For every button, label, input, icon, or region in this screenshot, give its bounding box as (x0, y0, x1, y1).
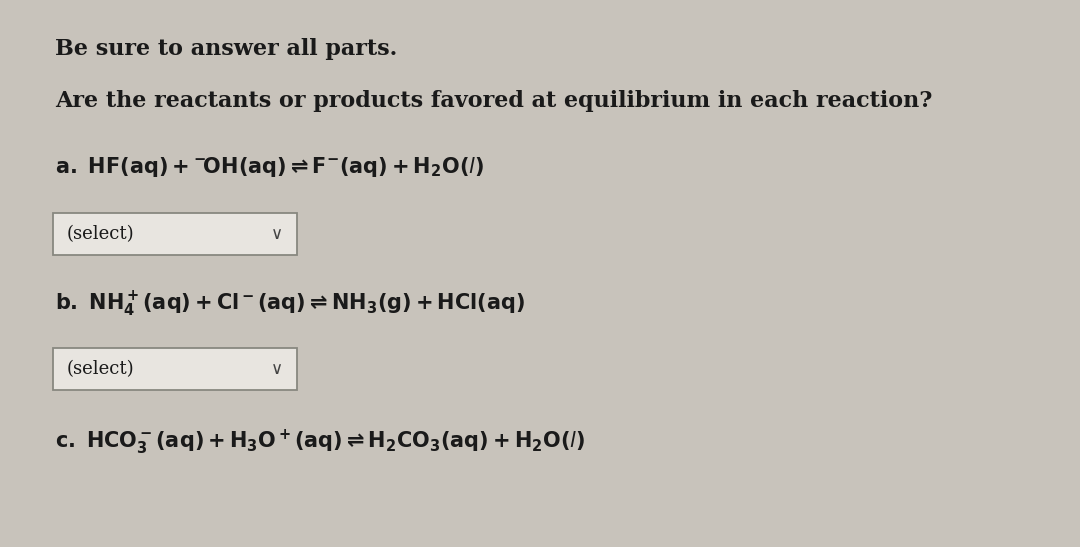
Text: ∨: ∨ (271, 225, 283, 243)
Text: (select): (select) (67, 360, 135, 378)
FancyBboxPatch shape (53, 348, 297, 390)
Text: $\mathbf{c.\ HCO_3^-(aq) + H_3O^+(aq) \rightleftharpoons H_2CO_3(aq) + H_2O(\mat: $\mathbf{c.\ HCO_3^-(aq) + H_3O^+(aq) \r… (55, 428, 585, 457)
Text: ∨: ∨ (271, 360, 283, 378)
FancyBboxPatch shape (53, 213, 297, 255)
Text: Are the reactants or products favored at equilibrium in each reaction?: Are the reactants or products favored at… (55, 90, 932, 112)
Text: Be sure to answer all parts.: Be sure to answer all parts. (55, 38, 397, 60)
Text: $\mathbf{a.\ HF(aq) + {}^{-}\!OH(aq) \rightleftharpoons F^{-}(aq) + H_2O(\mathit: $\mathbf{a.\ HF(aq) + {}^{-}\!OH(aq) \ri… (55, 155, 484, 179)
Text: $\mathbf{b.\ NH_4^+(aq) + Cl^-(aq) \rightleftharpoons NH_3(g) + HCl(aq)}$: $\mathbf{b.\ NH_4^+(aq) + Cl^-(aq) \righ… (55, 290, 525, 319)
Text: (select): (select) (67, 225, 135, 243)
